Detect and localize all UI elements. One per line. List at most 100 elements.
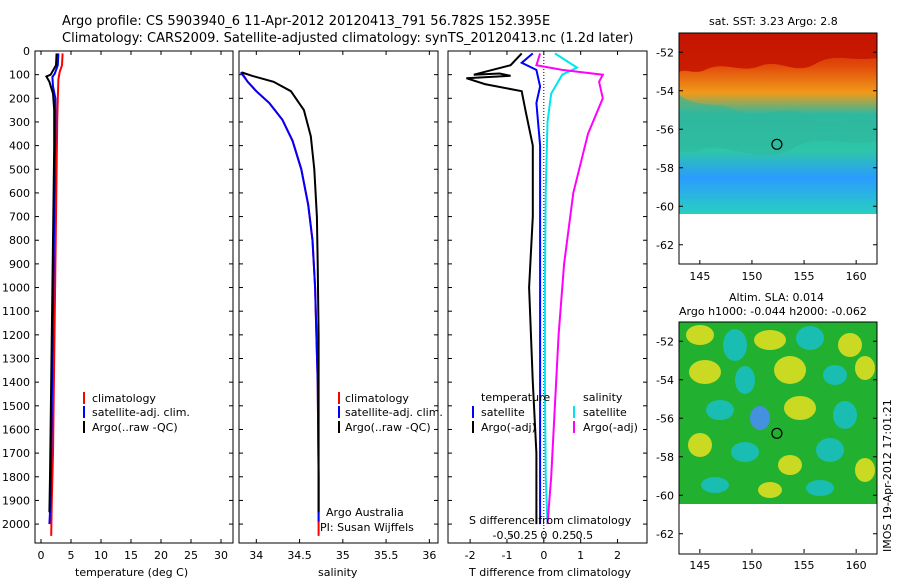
lat-tick-label: -56	[656, 123, 674, 136]
legend-label-climatology: climatology	[92, 392, 156, 405]
legend-label-s-satellite: satellite	[583, 406, 627, 419]
lon-tick-label: 160	[846, 559, 867, 572]
legend-label-s-argo: Argo(-adj)	[583, 421, 638, 434]
x-tick-label: 30	[214, 549, 228, 562]
profile-line	[50, 53, 64, 536]
sla-blob	[731, 442, 759, 462]
figure-title-line2: Climatology: CARS2009. Satellite-adjuste…	[62, 31, 634, 46]
sst-map-title: sat. SST: 3.23 Argo: 2.8	[709, 15, 838, 28]
lon-tick-label: 160	[846, 270, 867, 283]
sla-blob	[688, 433, 712, 457]
sst-map-frame	[678, 32, 878, 265]
sla-blob	[723, 329, 747, 361]
lon-tick-label: 145	[689, 559, 710, 572]
depth-tick-label: 1800	[2, 471, 30, 484]
pi-label: PI: Susan Wijffels	[320, 521, 414, 534]
depth-axis-ticks: 0 100 200 300 400 500 600 700 800 900 1000 1100 1200…	[2, 45, 233, 531]
lat-tick-label: -52	[656, 46, 674, 59]
lat-tick-label: -58	[656, 162, 674, 175]
x2-tick-label: 0.5	[576, 529, 594, 542]
temperature-plot-frame	[34, 50, 234, 544]
depth-tick-label: 1700	[2, 447, 30, 460]
profile-line	[466, 52, 538, 525]
salinity-panel: 34 34.5 35 35.5 36 salinity climatology sate…	[238, 50, 443, 579]
legend-label-argo: Argo(..raw -QC)	[92, 421, 178, 434]
sla-blob	[758, 482, 782, 498]
sla-blob	[784, 396, 816, 420]
sla-blob	[855, 356, 875, 380]
x-tick-label: 35.5	[374, 549, 399, 562]
temperature-panel: 0100200300400500600700800900100011001200…	[2, 45, 234, 579]
lat-tick-label: -62	[656, 528, 674, 541]
lon-tick-label: 155	[794, 559, 815, 572]
legend-heading-temperature: temperature	[481, 391, 550, 404]
profile-line	[239, 71, 320, 522]
x-tick-label: 15	[124, 549, 138, 562]
sla-blob	[706, 400, 734, 420]
sla-blob	[778, 455, 802, 475]
temperature-axis-label: temperature (deg C)	[75, 566, 188, 579]
sla-blob	[686, 325, 714, 345]
lat-tick-label: -58	[656, 451, 674, 464]
difference-profiles	[466, 52, 605, 525]
depth-tick-label: 800	[9, 234, 30, 247]
sst-map: sat. SST: 3.23 Argo: 2.8 -52 -54 -56 -58 -60…	[656, 15, 878, 283]
lon-tick-label: 150	[741, 270, 762, 283]
depth-tick-label: 2000	[2, 518, 30, 531]
t-difference-axis-ticks: -2 -1 0 1 2	[465, 51, 621, 562]
temperature-profiles	[44, 53, 64, 536]
sla-blob	[701, 477, 729, 493]
legend-heading-salinity: salinity	[583, 391, 623, 404]
difference-panel: -2 -1 0 1 2 -0.5-0.25 0 0.25 0.5 T difference f…	[447, 50, 648, 579]
lon-tick-label: 150	[741, 559, 762, 572]
legend-label-satellite: satellite-adj. clim.	[345, 406, 443, 419]
profile-line	[519, 52, 542, 525]
salinity-axis-label: salinity	[318, 566, 358, 579]
sla-map-frame	[678, 321, 878, 555]
sst-latitude-ticks: -52 -54 -56 -58 -60 -62	[656, 46, 877, 252]
profile-location-marker	[771, 138, 783, 150]
salinity-legend: climatology satellite-adj. clim. Argo(..…	[338, 392, 443, 434]
depth-tick-label: 1100	[2, 305, 30, 318]
timestamp-stamp: IMOS 19-Apr-2012 17:01:21	[881, 399, 894, 552]
sst-longitude-ticks: 145 150 155 160	[689, 260, 867, 283]
x-tick-label: 5	[68, 549, 75, 562]
sla-map: Altim. SLA: 0.014 Argo h1000: -0.044 h20…	[656, 291, 894, 572]
lat-tick-label: -52	[656, 335, 674, 348]
temperature-axis-ticks: 0 5 10 15 20 25 30	[38, 51, 228, 562]
sla-blob	[838, 333, 862, 357]
x-tick-label: 2	[614, 549, 621, 562]
lat-tick-label: -56	[656, 412, 674, 425]
sst-front	[679, 95, 877, 155]
salinity-depth-ticks	[239, 50, 438, 525]
profile-line	[44, 53, 58, 513]
depth-tick-label: 1200	[2, 329, 30, 342]
lon-tick-label: 145	[689, 270, 710, 283]
sla-longitude-ticks: 145 150 155 160	[689, 549, 867, 572]
x-tick-label: 36	[422, 549, 436, 562]
sla-blob	[823, 365, 847, 385]
salinity-axis-ticks: 34 34.5 35 35.5 36	[249, 51, 436, 562]
lon-tick-label: 155	[794, 270, 815, 283]
x-tick-label: 0	[38, 549, 45, 562]
s-difference-axis-label: S difference from climatology	[469, 514, 632, 527]
sla-blob	[735, 366, 755, 394]
depth-tick-label: 0	[23, 45, 30, 58]
depth-tick-label: 1300	[2, 353, 30, 366]
legend-label-climatology: climatology	[345, 392, 409, 405]
x-tick-label: 35	[336, 549, 350, 562]
salinity-profiles	[239, 71, 320, 536]
difference-plot-frame	[447, 50, 648, 544]
x-tick-label: 0	[540, 549, 547, 562]
t-difference-axis-label: T difference from climatology	[468, 566, 631, 579]
sla-blob	[754, 330, 786, 350]
sla-map-title: Altim. SLA: 0.014	[729, 291, 824, 304]
legend-label-t-satellite: satellite	[481, 406, 525, 419]
depth-tick-label: 100	[9, 69, 30, 82]
x-tick-label: 20	[154, 549, 168, 562]
depth-tick-label: 500	[9, 163, 30, 176]
lat-tick-label: -60	[656, 200, 674, 213]
depth-tick-label: 900	[9, 258, 30, 271]
